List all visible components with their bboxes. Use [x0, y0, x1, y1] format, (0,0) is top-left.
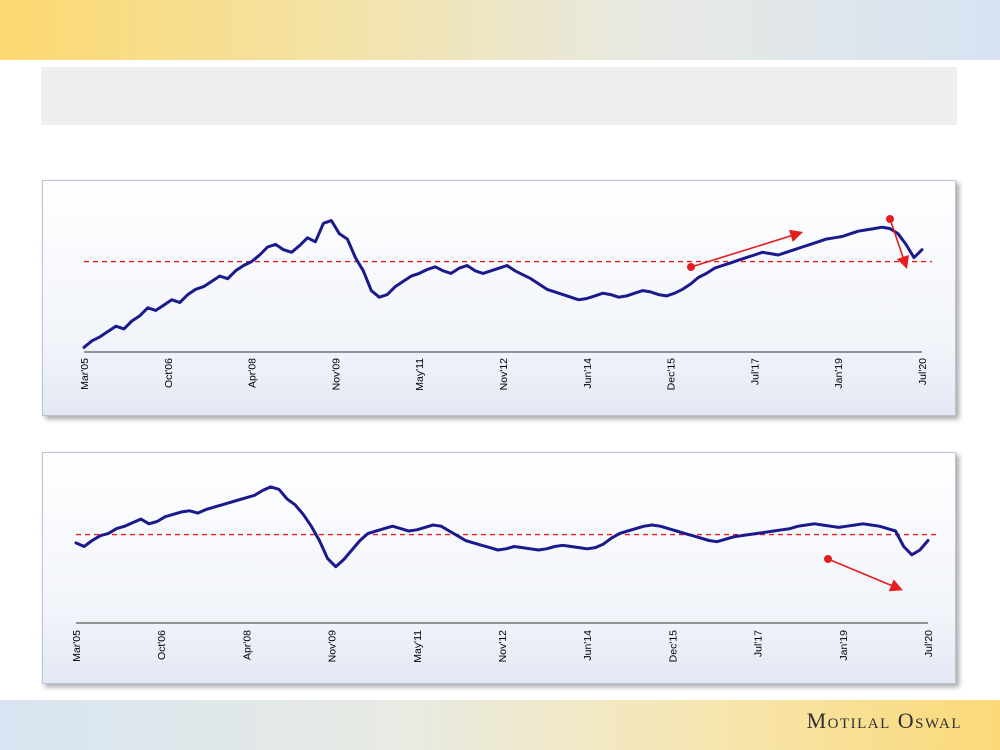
x-tick-label: Jul'17 [753, 630, 765, 657]
chart-panel-1 [42, 180, 956, 416]
bottom-banner [0, 700, 1000, 750]
annotation-dot [824, 555, 832, 563]
x-tick-label: Nov'12 [498, 358, 510, 391]
chart-2: Mar'05 Oct'06 Apr'08 Nov'09 May'11 Nov'12 Jun'… [71, 485, 938, 663]
annotation-dot [886, 215, 894, 223]
series-line [82, 219, 924, 349]
title-box [41, 67, 957, 125]
x-tick-label: Mar'05 [79, 358, 91, 390]
x-tick-label: Jan'19 [833, 358, 845, 389]
x-tick-label: Jul'20 [923, 630, 935, 657]
x-tick-label: Mar'05 [71, 630, 83, 662]
x-tick-label: Jul'20 [917, 358, 929, 385]
x-tick-label: Nov'09 [330, 358, 342, 391]
x-tick-label: Jun'14 [582, 358, 594, 389]
chart-panel-2 [42, 452, 956, 684]
annotation-arrow [889, 218, 909, 270]
annotation-arrow [690, 229, 804, 268]
x-tick-label: Dec'15 [666, 358, 678, 391]
x-tick-label: May'11 [414, 358, 426, 391]
x-tick-label: Nov'09 [327, 630, 339, 663]
x-tick-label: Jul'17 [749, 358, 761, 385]
x-tick-label: Jan'19 [838, 630, 850, 661]
x-tick-label: Oct'06 [163, 358, 175, 388]
x-tick-label: May'11 [412, 630, 424, 663]
x-tick-label: Oct'06 [156, 630, 168, 660]
x-tick-label: Nov'12 [497, 630, 509, 663]
annotation-arrow [827, 558, 903, 592]
x-tick-label: Apr'08 [247, 358, 259, 388]
x-tick-label: Dec'15 [667, 630, 679, 663]
top-banner [0, 0, 1000, 60]
brand-logo-text: Motilal Oswal [806, 708, 962, 733]
series-line [74, 485, 930, 569]
x-tick-label: Apr'08 [241, 630, 253, 660]
chart-1: Mar'05 Oct'06 Apr'08 Nov'09 May'11 Nov'12 Jun'… [79, 215, 932, 391]
annotation-dot [687, 263, 695, 271]
x-tick-label: Jun'14 [582, 630, 594, 661]
